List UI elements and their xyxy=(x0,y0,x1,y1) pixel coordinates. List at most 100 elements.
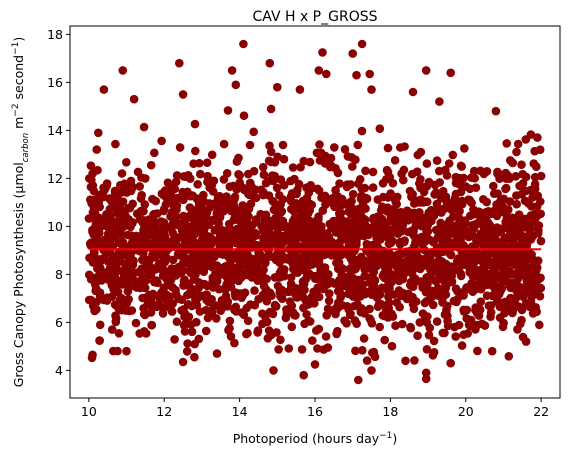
scatter-point xyxy=(533,133,542,142)
scatter-point xyxy=(173,171,182,180)
scatter-point xyxy=(183,347,192,356)
scatter-point xyxy=(231,288,240,297)
scatter-point xyxy=(375,299,384,308)
scatter-point xyxy=(273,83,282,92)
scatter-point xyxy=(409,88,418,97)
scatter-point xyxy=(499,319,508,328)
scatter-point xyxy=(247,199,256,208)
scatter-point xyxy=(172,291,181,300)
scatter-point xyxy=(179,358,188,367)
scatter-point xyxy=(452,221,461,230)
scatter-point xyxy=(237,273,246,282)
scatter-point xyxy=(178,227,187,236)
scatter-point xyxy=(458,200,467,209)
scatter-point xyxy=(507,270,516,279)
scatter-point xyxy=(383,224,392,233)
scatter-point xyxy=(227,201,236,210)
scatter-point xyxy=(346,180,355,189)
scatter-point xyxy=(261,317,270,326)
scatter-point xyxy=(230,254,239,263)
scatter-point xyxy=(306,317,315,326)
scatter-point xyxy=(237,183,246,192)
scatter-point xyxy=(385,273,394,282)
scatter-point xyxy=(129,261,138,270)
scatter-point xyxy=(349,190,358,199)
scatter-point xyxy=(361,167,370,176)
scatter-point xyxy=(496,246,505,255)
scatter-point xyxy=(259,163,268,172)
scatter-point xyxy=(197,229,206,238)
scatter-point xyxy=(108,281,117,290)
scatter-point xyxy=(443,171,452,180)
scatter-point xyxy=(400,166,409,175)
scatter-point xyxy=(196,170,205,179)
scatter-point xyxy=(369,168,378,177)
scatter-point xyxy=(311,272,320,281)
scatter-point xyxy=(527,282,536,291)
scatter-point xyxy=(262,275,271,284)
scatter-point xyxy=(318,48,327,57)
scatter-point xyxy=(85,271,94,280)
scatter-point xyxy=(95,336,104,345)
scatter-point xyxy=(155,233,164,242)
scatter-point xyxy=(409,279,418,288)
scatter-point xyxy=(121,220,130,229)
scatter-point xyxy=(514,140,523,149)
scatter-point xyxy=(219,250,228,259)
x-tick-label: 20 xyxy=(458,404,474,419)
scatter-point xyxy=(179,90,188,99)
scatter-point xyxy=(464,247,473,256)
scatter-point xyxy=(331,164,340,173)
scatter-point xyxy=(203,158,212,167)
scatter-point xyxy=(437,257,446,266)
scatter-point xyxy=(193,239,202,248)
scatter-point xyxy=(414,209,423,218)
scatter-point xyxy=(87,238,96,247)
scatter-point xyxy=(251,301,260,310)
scatter-point xyxy=(181,217,190,226)
scatter-point xyxy=(457,162,466,171)
scatter-point xyxy=(366,316,375,325)
x-tick-label: 16 xyxy=(307,404,323,419)
scatter-point xyxy=(140,241,149,250)
x-axis: 10 12 14 16 18 20 22 xyxy=(81,398,549,419)
scatter-point xyxy=(338,220,347,229)
scatter-point xyxy=(396,240,405,249)
scatter-point xyxy=(148,195,157,204)
scatter-point xyxy=(128,247,137,256)
scatter-point xyxy=(204,298,213,307)
scatter-point xyxy=(472,236,481,245)
scatter-point xyxy=(361,184,370,193)
scatter-point xyxy=(533,264,542,273)
scatter-point xyxy=(505,352,514,361)
scatter-point xyxy=(187,320,196,329)
scatter-point xyxy=(531,185,540,194)
scatter-point xyxy=(88,351,97,360)
scatter-point xyxy=(461,182,470,191)
scatter-point xyxy=(413,331,422,340)
scatter-point xyxy=(537,237,546,246)
scatter-point xyxy=(289,207,298,216)
scatter-point xyxy=(250,265,259,274)
scatter-point xyxy=(462,314,471,323)
scatter-point xyxy=(376,124,385,133)
scatter-point xyxy=(162,274,171,283)
scatter-point xyxy=(239,40,248,49)
scatter-point xyxy=(369,183,378,192)
scatter-point xyxy=(202,327,211,336)
scatter-point xyxy=(181,309,190,318)
scatter-point xyxy=(324,343,333,352)
scatter-point xyxy=(132,319,141,328)
scatter-point xyxy=(224,106,233,115)
scatter-point xyxy=(205,308,214,317)
scatter-point xyxy=(422,66,431,75)
scatter-point xyxy=(99,268,108,277)
scatter-point xyxy=(466,197,475,206)
scatter-point xyxy=(148,240,157,249)
scatter-point xyxy=(147,161,156,170)
scatter-point xyxy=(111,300,120,309)
scatter-point xyxy=(322,332,331,341)
scatter-point xyxy=(501,185,510,194)
scatter-point xyxy=(136,215,145,224)
scatter-point xyxy=(379,311,388,320)
